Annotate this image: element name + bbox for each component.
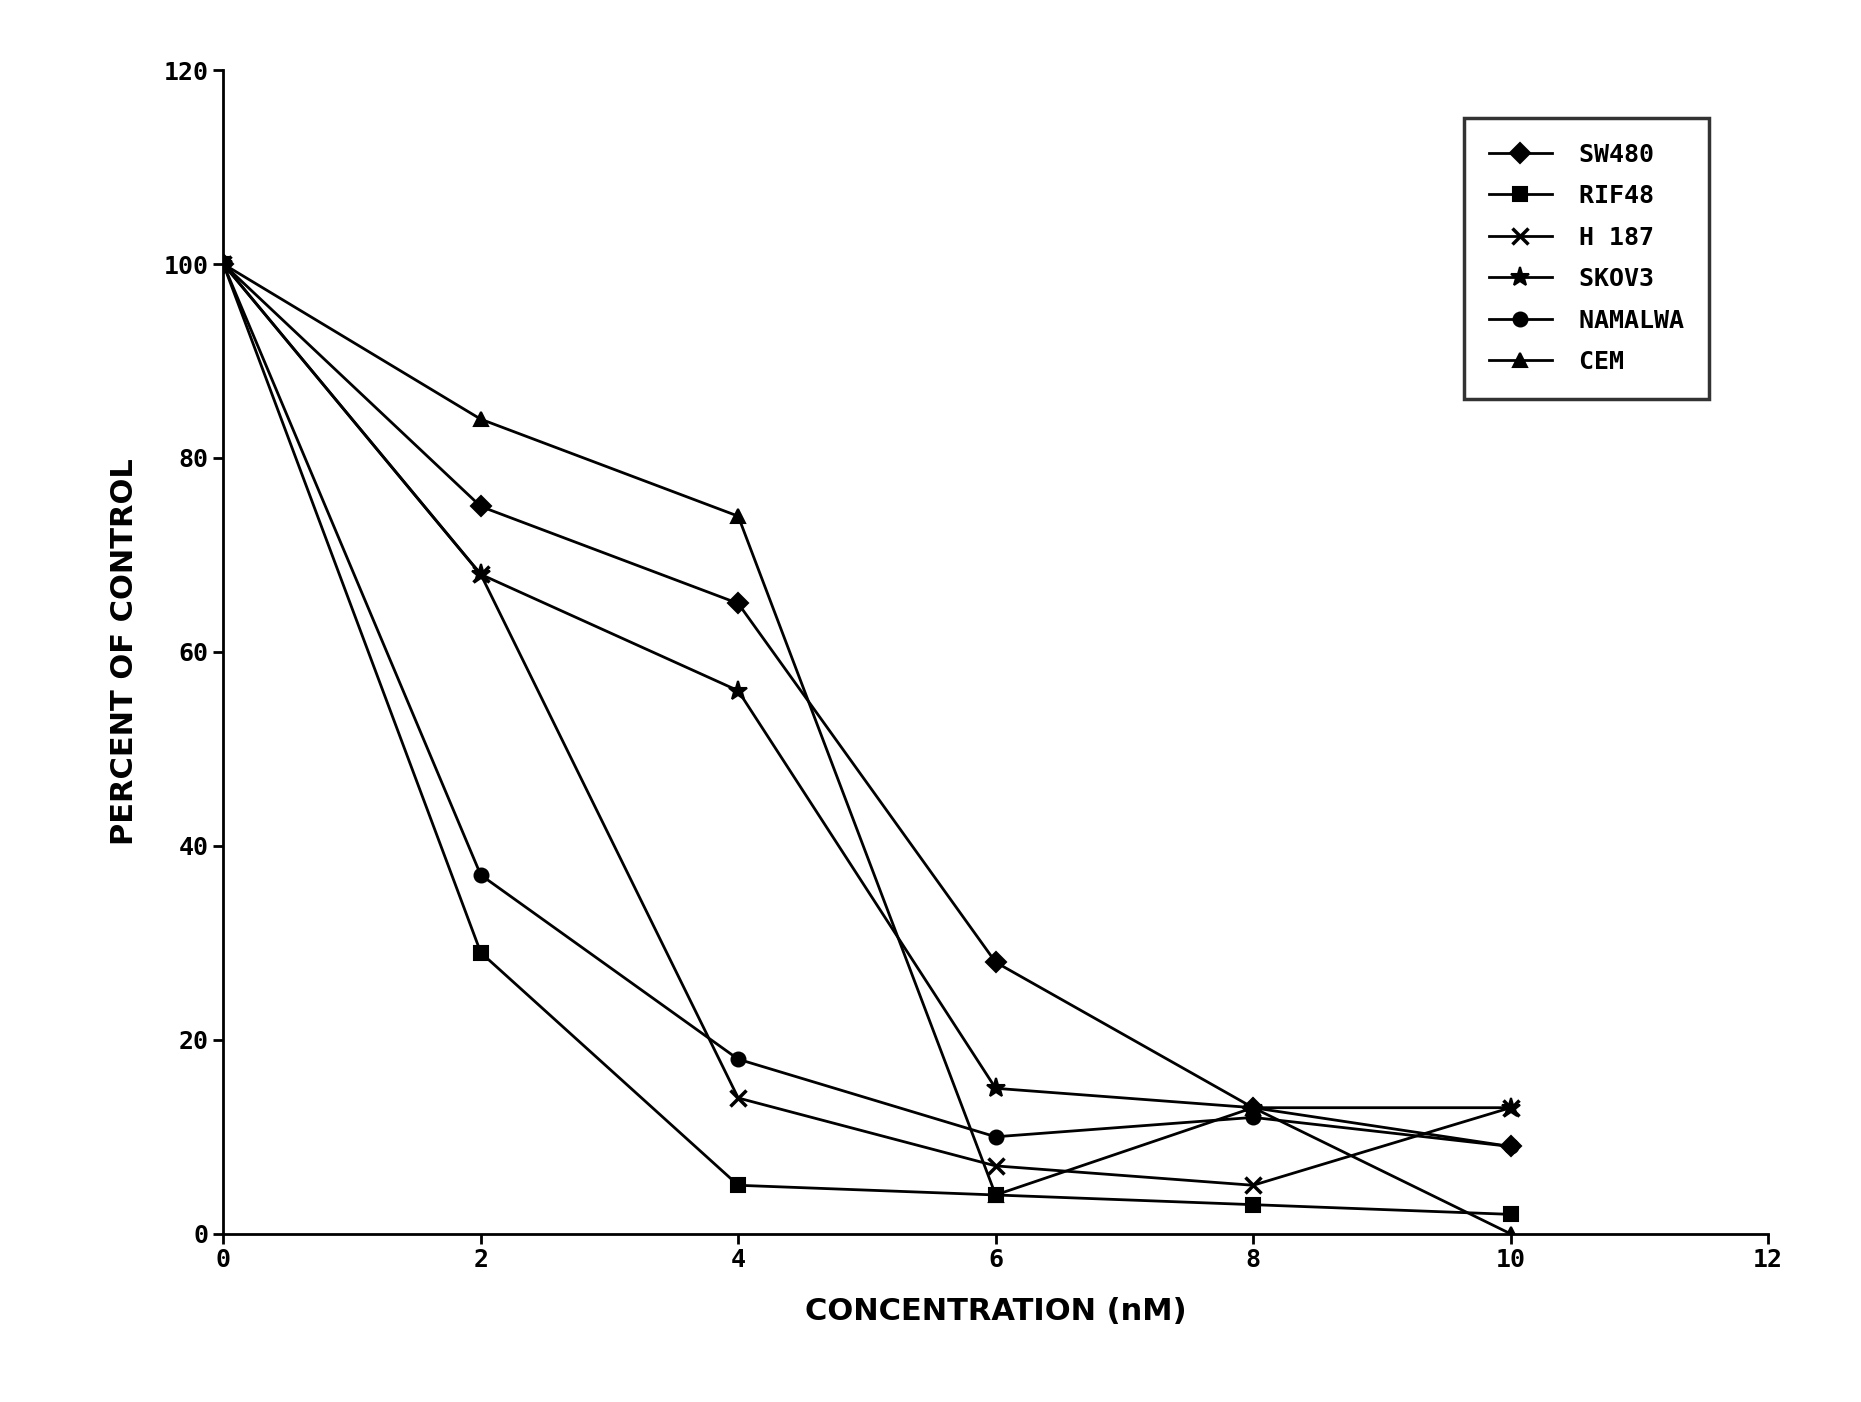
 CEM (212, 255, 234, 272)
 SW480 (469, 498, 491, 515)
 RIF48 (469, 944, 491, 960)
 SW480 (1500, 1138, 1522, 1155)
 NAMALWA (728, 1052, 750, 1068)
 CEM (1241, 1099, 1264, 1116)
 SW480 (1241, 1099, 1264, 1116)
 RIF48 (984, 1186, 1007, 1203)
Line:  RIF48: RIF48 (216, 257, 1517, 1221)
Line:  SW480: SW480 (216, 257, 1517, 1154)
 RIF48 (1241, 1196, 1264, 1213)
 CEM (1500, 1225, 1522, 1242)
Line:  CEM: CEM (216, 257, 1517, 1241)
 H 187 (1500, 1099, 1522, 1116)
 H 187 (469, 566, 491, 583)
 SKOV3 (728, 683, 750, 700)
 H 187 (212, 255, 234, 272)
 CEM (728, 508, 750, 524)
Y-axis label: PERCENT OF CONTROL: PERCENT OF CONTROL (110, 458, 140, 845)
 SKOV3 (1500, 1099, 1522, 1116)
 H 187 (984, 1158, 1007, 1175)
 NAMALWA (984, 1129, 1007, 1145)
 NAMALWA (212, 255, 234, 272)
 RIF48 (1500, 1206, 1522, 1223)
 SKOV3 (1241, 1099, 1264, 1116)
 SW480 (212, 255, 234, 272)
 H 187 (1241, 1176, 1264, 1193)
X-axis label: CONCENTRATION (nM): CONCENTRATION (nM) (804, 1297, 1187, 1326)
 H 187 (728, 1089, 750, 1106)
Line:  NAMALWA: NAMALWA (216, 257, 1517, 1154)
Line:  H 187: H 187 (216, 255, 1519, 1193)
 NAMALWA (1500, 1138, 1522, 1155)
Line:  SKOV3: SKOV3 (214, 254, 1520, 1117)
 CEM (984, 1186, 1007, 1203)
Legend:  SW480,  RIF48,  H 187,  SKOV3,  NAMALWA,  CEM: SW480, RIF48, H 187, SKOV3, NAMALWA, CEM (1465, 118, 1708, 400)
 SW480 (728, 594, 750, 611)
 SKOV3 (212, 255, 234, 272)
 NAMALWA (469, 866, 491, 883)
 SW480 (984, 953, 1007, 970)
 SKOV3 (469, 566, 491, 583)
 NAMALWA (1241, 1109, 1264, 1126)
 CEM (469, 411, 491, 428)
 SKOV3 (984, 1080, 1007, 1096)
 RIF48 (212, 255, 234, 272)
 RIF48 (728, 1176, 750, 1193)
